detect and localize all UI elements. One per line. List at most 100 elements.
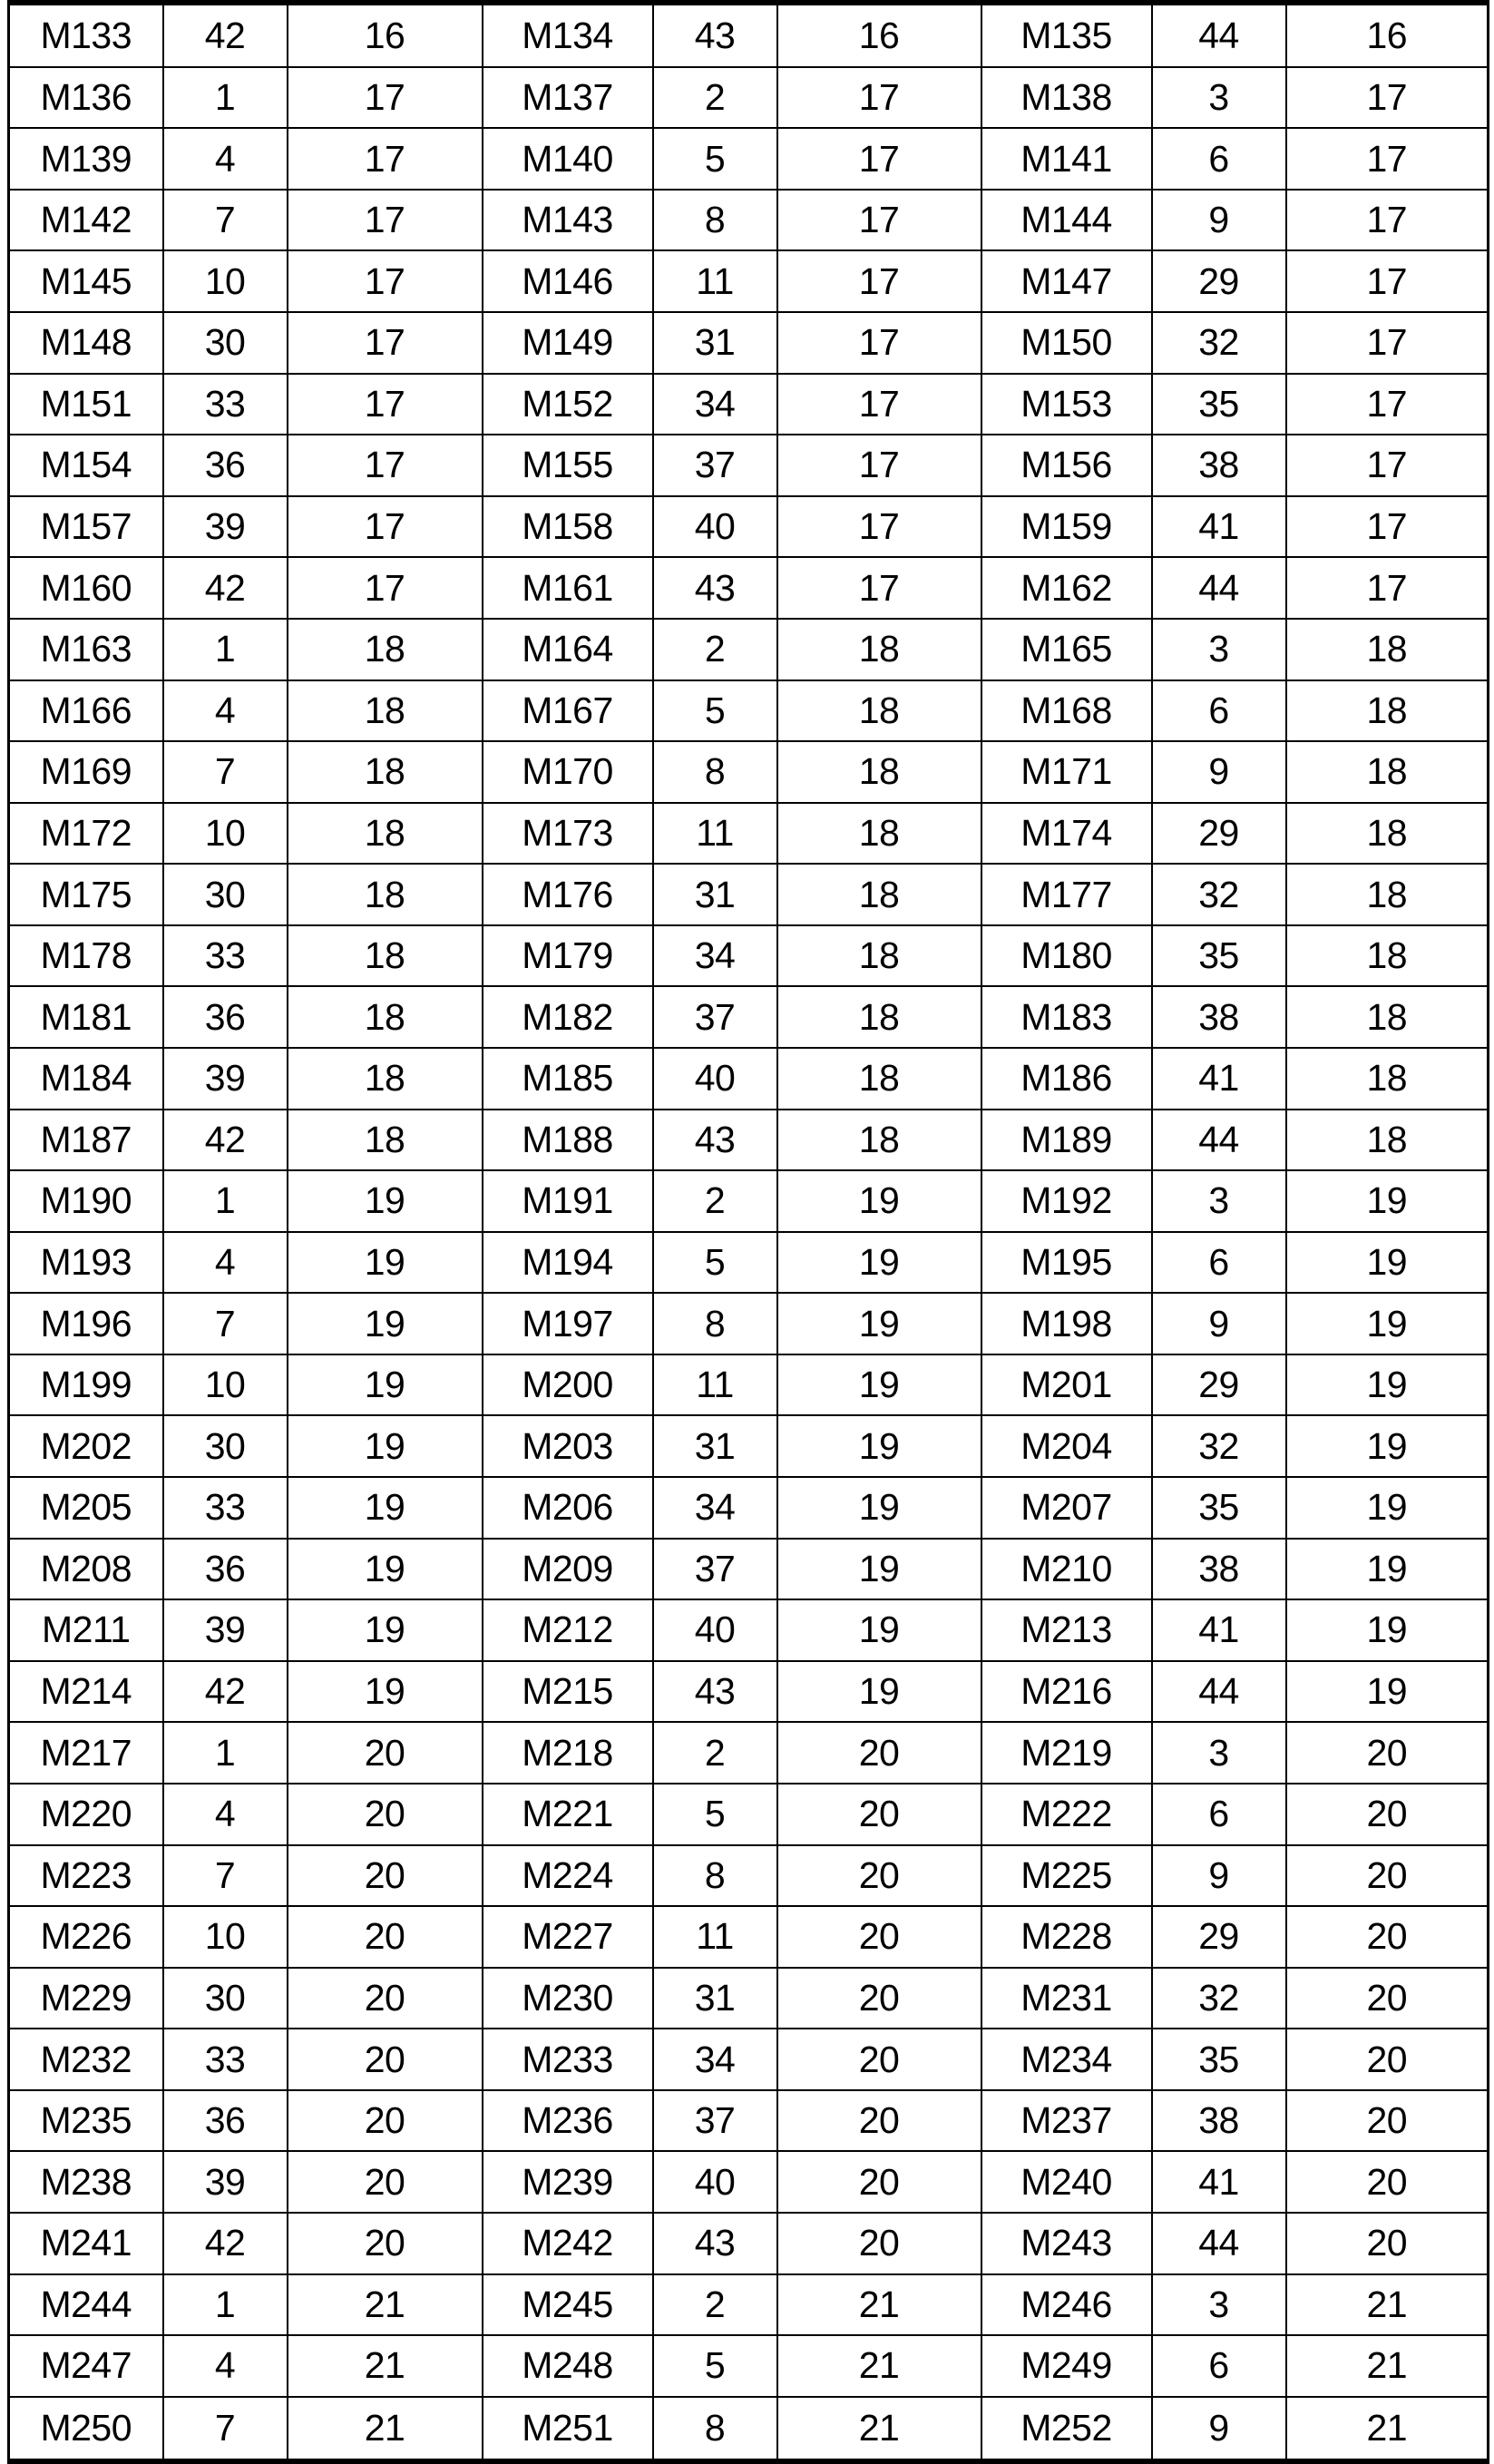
cell-id: M180 bbox=[980, 924, 1153, 988]
cell-value: 18 bbox=[1284, 801, 1489, 865]
cell-value: 18 bbox=[286, 617, 483, 681]
cell-value: 19 bbox=[286, 1169, 483, 1233]
cell-value: 18 bbox=[1284, 740, 1489, 804]
cell-id: M248 bbox=[481, 2334, 654, 2398]
cell-id: M249 bbox=[980, 2334, 1153, 2398]
cell-id: M205 bbox=[7, 1476, 164, 1540]
cell-value: 21 bbox=[776, 2334, 982, 2398]
cell-value: 9 bbox=[1150, 740, 1287, 804]
cell-value: 20 bbox=[776, 2211, 982, 2275]
cell-id: M166 bbox=[7, 679, 164, 743]
cell-value: 20 bbox=[1284, 1721, 1489, 1784]
cell-value: 18 bbox=[776, 985, 982, 1049]
cell-value: 3 bbox=[1150, 2273, 1287, 2337]
cell-value: 21 bbox=[1284, 2273, 1489, 2337]
cell-id: M201 bbox=[980, 1353, 1153, 1417]
table-row: M196 7 19 M197 8 19 M198 9 19 bbox=[7, 1292, 1489, 1355]
cell-value: 19 bbox=[1284, 1230, 1489, 1295]
table-row: M136 1 17 M137 2 17 M138 3 17 bbox=[7, 65, 1489, 130]
cell-value: 10 bbox=[161, 1905, 288, 1969]
cell-id: M220 bbox=[7, 1782, 164, 1846]
cell-id: M218 bbox=[481, 1721, 654, 1784]
cell-value: 3 bbox=[1150, 65, 1287, 130]
cell-value: 29 bbox=[1150, 1353, 1287, 1417]
cell-id: M143 bbox=[481, 188, 654, 252]
cell-value: 20 bbox=[286, 1905, 483, 1969]
cell-id: M185 bbox=[481, 1046, 654, 1110]
cell-value: 17 bbox=[776, 65, 982, 130]
cell-id: M142 bbox=[7, 188, 164, 252]
cell-id: M177 bbox=[980, 863, 1153, 926]
cell-value: 1 bbox=[161, 2273, 288, 2337]
table-row: M205 33 19 M206 34 19 M207 35 19 bbox=[7, 1476, 1489, 1540]
cell-value: 20 bbox=[286, 2028, 483, 2091]
cell-value: 36 bbox=[161, 985, 288, 1049]
cell-value: 37 bbox=[651, 434, 778, 497]
cell-id: M181 bbox=[7, 985, 164, 1049]
cell-value: 17 bbox=[776, 556, 982, 620]
cell-id: M146 bbox=[481, 249, 654, 314]
cell-value: 19 bbox=[776, 1599, 982, 1662]
cell-value: 37 bbox=[651, 1537, 778, 1601]
cell-value: 20 bbox=[286, 1782, 483, 1846]
cell-id: M164 bbox=[481, 617, 654, 681]
cell-id: M240 bbox=[980, 2150, 1153, 2214]
cell-value: 17 bbox=[286, 65, 483, 130]
cell-value: 8 bbox=[651, 1843, 778, 1908]
cell-value: 19 bbox=[776, 1292, 982, 1355]
cell-id: M184 bbox=[7, 1046, 164, 1110]
cell-value: 10 bbox=[161, 1353, 288, 1417]
cell-id: M186 bbox=[980, 1046, 1153, 1110]
cell-value: 16 bbox=[286, 2, 483, 68]
cell-value: 21 bbox=[286, 2395, 483, 2463]
cell-value: 39 bbox=[161, 494, 288, 559]
cell-value: 17 bbox=[1284, 494, 1489, 559]
cell-value: 35 bbox=[1150, 1476, 1287, 1540]
cell-id: M247 bbox=[7, 2334, 164, 2398]
cell-value: 40 bbox=[651, 1046, 778, 1110]
cell-value: 2 bbox=[651, 1169, 778, 1233]
cell-value: 36 bbox=[161, 1537, 288, 1601]
table-row: M208 36 19 M209 37 19 M210 38 19 bbox=[7, 1537, 1489, 1601]
cell-value: 30 bbox=[161, 863, 288, 926]
table-row: M232 33 20 M233 34 20 M234 35 20 bbox=[7, 2028, 1489, 2091]
cell-value: 17 bbox=[1284, 127, 1489, 191]
table-row: M154 36 17 M155 37 17 M156 38 17 bbox=[7, 434, 1489, 497]
cell-value: 7 bbox=[161, 188, 288, 252]
cell-id: M159 bbox=[980, 494, 1153, 559]
cell-id: M216 bbox=[980, 1659, 1153, 1724]
cell-id: M251 bbox=[481, 2395, 654, 2463]
cell-value: 19 bbox=[1284, 1659, 1489, 1724]
cell-value: 42 bbox=[161, 1659, 288, 1724]
cell-id: M235 bbox=[7, 2088, 164, 2153]
cell-value: 20 bbox=[286, 1721, 483, 1784]
cell-value: 11 bbox=[651, 801, 778, 865]
cell-value: 6 bbox=[1150, 2334, 1287, 2398]
table-row: M163 1 18 M164 2 18 M165 3 18 bbox=[7, 617, 1489, 681]
cell-id: M222 bbox=[980, 1782, 1153, 1846]
cell-id: M191 bbox=[481, 1169, 654, 1233]
table-row: M160 42 17 M161 43 17 M162 44 17 bbox=[7, 556, 1489, 620]
cell-value: 19 bbox=[286, 1414, 483, 1479]
cell-id: M219 bbox=[980, 1721, 1153, 1784]
cell-value: 31 bbox=[651, 863, 778, 926]
cell-value: 43 bbox=[651, 1659, 778, 1724]
cell-value: 32 bbox=[1150, 1414, 1287, 1479]
cell-value: 21 bbox=[1284, 2334, 1489, 2398]
cell-value: 7 bbox=[161, 1292, 288, 1355]
table-row: M187 42 18 M188 43 18 M189 44 18 bbox=[7, 1108, 1489, 1172]
cell-id: M151 bbox=[7, 372, 164, 436]
cell-value: 43 bbox=[651, 2, 778, 68]
cell-value: 3 bbox=[1150, 617, 1287, 681]
cell-value: 2 bbox=[651, 617, 778, 681]
cell-value: 17 bbox=[1284, 556, 1489, 620]
cell-value: 17 bbox=[286, 494, 483, 559]
cell-id: M172 bbox=[7, 801, 164, 865]
table-row: M133 42 16 M134 43 16 M135 44 16 bbox=[7, 2, 1489, 68]
table-row: M226 10 20 M227 11 20 M228 29 20 bbox=[7, 1905, 1489, 1969]
cell-value: 19 bbox=[776, 1230, 982, 1295]
cell-value: 19 bbox=[1284, 1292, 1489, 1355]
cell-id: M171 bbox=[980, 740, 1153, 804]
cell-value: 11 bbox=[651, 249, 778, 314]
cell-value: 9 bbox=[1150, 188, 1287, 252]
